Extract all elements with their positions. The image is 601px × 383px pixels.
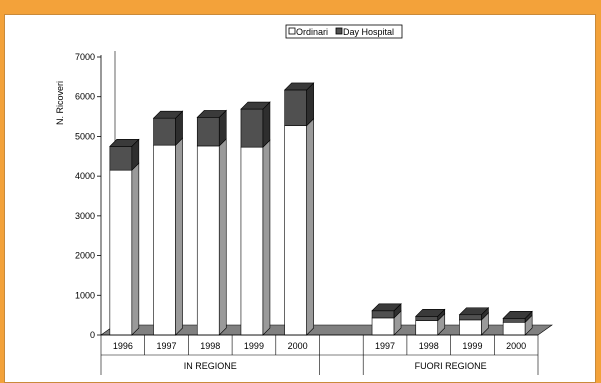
bar-group-7[interactable] — [415, 308, 446, 336]
x-group-label-fuori-regione: FUORI REGIONE — [415, 361, 487, 371]
x-category-label-9: 2000 — [506, 341, 526, 351]
bar-day-hospital-2[interactable] — [196, 117, 220, 147]
bar-day-hospital-side-4 — [306, 82, 314, 127]
y-tick-label-7000: 7000 — [75, 52, 95, 62]
bar-group-6[interactable] — [371, 303, 402, 336]
y-tick-label-4000: 4000 — [75, 171, 95, 181]
legend[interactable]: Ordinari Day Hospital — [285, 24, 403, 39]
bar-day-hospital-0[interactable] — [109, 146, 133, 171]
y-tick-label-3000: 3000 — [75, 211, 95, 221]
bar-group-0[interactable] — [109, 138, 140, 336]
x-axis-table: 1996 1997 1998 1999 2000 1997 1998 1999 2000 IN R… — [100, 334, 539, 375]
bar-group-3[interactable] — [240, 101, 271, 336]
x-category-label-4: 2000 — [288, 341, 308, 351]
bar-day-hospital-8[interactable] — [459, 314, 482, 321]
bar-ordinari-7[interactable] — [415, 320, 439, 336]
x-category-label-3: 1999 — [244, 341, 264, 351]
y-tick-label-6000: 6000 — [75, 92, 95, 102]
y-tick-label-5000: 5000 — [75, 131, 95, 141]
bar-ordinari-3[interactable] — [240, 146, 264, 336]
x-category-label-6: 1997 — [375, 341, 395, 351]
bar-top-1 — [152, 110, 184, 119]
legend-label-ordinari: Ordinari — [296, 27, 328, 37]
bar-day-hospital-4[interactable] — [284, 89, 307, 127]
bar-group-1[interactable] — [152, 110, 184, 336]
bar-day-hospital-7[interactable] — [415, 316, 439, 322]
bar-ordinari-1[interactable] — [153, 144, 176, 336]
x-category-label-2: 1998 — [200, 341, 220, 351]
bar-top-0 — [109, 139, 140, 147]
bar-ordinari-0[interactable] — [109, 169, 133, 336]
x-category-label-8: 1999 — [462, 341, 482, 351]
y-axis-title: N. Ricoveri — [55, 81, 65, 125]
bar-day-hospital-1[interactable] — [153, 117, 176, 146]
y-axis: 0 1000 2000 3000 4000 5000 6000 7000 — [75, 52, 102, 340]
bar-day-hospital-3[interactable] — [240, 108, 264, 148]
bar-ordinari-8[interactable] — [459, 319, 482, 336]
bar-group-4[interactable] — [283, 82, 315, 336]
bar-top-6 — [371, 303, 402, 312]
x-group-label-in-regione: IN REGIONE — [184, 361, 237, 371]
bar-group-9[interactable] — [502, 310, 533, 336]
y-tick-label-0: 0 — [90, 330, 95, 340]
bar-group-2[interactable] — [196, 109, 227, 336]
x-category-label-0: 1996 — [113, 341, 133, 351]
y-tick-label-2000: 2000 — [75, 251, 95, 261]
bar-ordinari-4[interactable] — [284, 125, 307, 336]
bar-ordinari-6[interactable] — [371, 317, 395, 336]
bar-ordinari-side-2 — [218, 138, 227, 336]
bar-group-8[interactable] — [458, 307, 490, 336]
bar-top-2 — [196, 110, 227, 118]
y-tick-label-1000: 1000 — [75, 290, 95, 300]
bar-day-hospital-9[interactable] — [502, 318, 526, 323]
bar-top-4 — [283, 82, 315, 91]
bar-ordinari-side-0 — [131, 162, 140, 336]
bar-ordinari-side-1 — [175, 137, 183, 336]
bars-layer — [109, 82, 533, 336]
legend-swatch-day-hospital — [335, 27, 343, 35]
bar-ordinari-side-4 — [306, 117, 314, 336]
bar-top-7 — [415, 309, 446, 317]
x-category-label-1: 1997 — [157, 341, 177, 351]
x-category-label-7: 1998 — [419, 341, 439, 351]
chart-frame: 0 1000 2000 3000 4000 5000 6000 7000 1996 1997 19… — [4, 14, 596, 383]
legend-box — [285, 24, 403, 39]
bar-top-3 — [240, 101, 271, 110]
bar-top-8 — [458, 307, 490, 316]
bar-day-hospital-6[interactable] — [371, 310, 395, 319]
bar-ordinari-side-3 — [262, 139, 271, 336]
legend-swatch-ordinari — [288, 27, 296, 35]
bar-top-9 — [502, 311, 533, 319]
legend-label-day-hospital: Day Hospital — [343, 27, 394, 37]
bar-day-hospital-side-3 — [262, 101, 271, 148]
bar-ordinari-9[interactable] — [502, 321, 526, 336]
bar-ordinari-2[interactable] — [196, 145, 220, 336]
